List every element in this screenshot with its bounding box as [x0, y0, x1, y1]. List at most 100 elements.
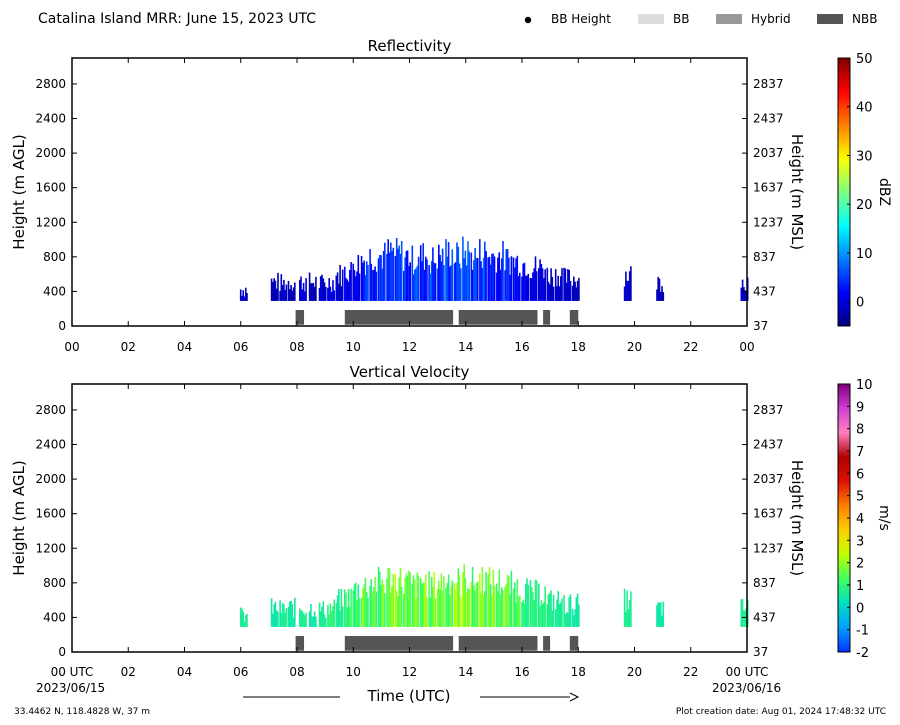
echo-stripe	[500, 587, 503, 627]
echo-stripe	[245, 615, 247, 627]
echo-stripe	[272, 281, 274, 301]
echo-stripe	[500, 258, 503, 301]
echo-stripe	[502, 590, 504, 627]
echo-stripe	[399, 567, 402, 627]
echo-stripe	[484, 241, 486, 301]
echo-stripe	[281, 602, 284, 627]
echo-stripe	[350, 588, 352, 627]
echo-stripe	[375, 591, 378, 627]
echo-stripe	[549, 593, 551, 627]
echo-stripe	[627, 280, 630, 301]
echo-stripe	[310, 283, 312, 301]
echo-stripe	[530, 278, 533, 301]
legend-label: Hybrid	[751, 12, 791, 26]
echo-stripe	[521, 602, 523, 627]
echo-stripe	[454, 262, 457, 301]
echo-stripe	[367, 597, 369, 627]
echo-stripe	[344, 266, 346, 301]
echo-stripe	[430, 576, 433, 627]
echo-stripe	[284, 612, 286, 627]
echo-stripe	[329, 603, 332, 627]
echo-stripe	[463, 258, 465, 301]
echo-stripe	[273, 604, 275, 627]
echo-stripe	[395, 238, 398, 301]
echo-stripe	[569, 280, 572, 301]
echo-stripe	[346, 279, 349, 301]
echo-stripe	[628, 600, 631, 627]
echo-stripe	[371, 591, 374, 627]
echo-stripe	[394, 574, 397, 627]
echo-stripe	[439, 255, 441, 301]
echo-stripe	[625, 271, 627, 301]
echo-stripe	[242, 290, 244, 301]
echo-stripe	[304, 291, 306, 301]
echo-stripe	[662, 601, 665, 627]
x-tick-label: 14	[458, 340, 473, 354]
echo-stripe	[392, 247, 395, 301]
echo-stripe	[489, 264, 492, 301]
echo-stripe	[527, 584, 530, 627]
echo-stripe	[573, 615, 575, 627]
echo-stripe	[411, 245, 414, 301]
echo-stripe	[508, 257, 510, 301]
echo-stripe	[458, 575, 461, 627]
y-tick-right-label: 37	[753, 645, 768, 659]
echo-stripe	[388, 568, 391, 627]
echo-stripe	[558, 286, 561, 301]
colorbar-tick-label: -1	[856, 624, 869, 639]
echo-stripe	[332, 606, 334, 627]
echo-stripe	[362, 588, 364, 627]
echo-stripe	[412, 575, 415, 627]
echo-stripe	[450, 586, 452, 627]
echo-stripe	[243, 296, 246, 301]
y-tick-label: 800	[43, 250, 66, 264]
echo-stripe	[464, 250, 467, 301]
echo-stripe	[391, 251, 393, 301]
echo-stripe	[575, 287, 578, 301]
echo-stripe	[373, 586, 375, 627]
echo-stripe	[395, 590, 398, 627]
echo-stripe	[744, 290, 746, 301]
echo-stripe	[554, 609, 557, 627]
echo-stripe	[493, 586, 496, 627]
echo-stripe	[471, 566, 474, 627]
echo-stripe	[412, 274, 415, 301]
echo-stripe	[567, 269, 569, 301]
echo-stripe	[543, 602, 545, 627]
echo-stripe	[515, 258, 517, 301]
bright-band-segment	[569, 636, 579, 651]
echo-stripe	[421, 584, 423, 627]
x-tick-label: 20	[627, 340, 642, 354]
y-tick-right-label: 1237	[753, 215, 784, 229]
y-tick-label: 2800	[35, 403, 66, 417]
echo-stripe	[319, 276, 322, 301]
echo-stripe	[290, 285, 292, 301]
echo-stripe	[329, 286, 332, 301]
echo-stripe	[510, 256, 513, 301]
echo-stripe	[532, 592, 534, 627]
bright-band-segment	[458, 636, 538, 651]
echo-stripe	[406, 250, 409, 301]
echo-stripe	[564, 268, 567, 301]
echo-stripe	[436, 268, 439, 301]
echo-stripe	[662, 292, 665, 301]
x-tick-label: 02	[121, 665, 136, 679]
echo-stripe	[432, 586, 434, 627]
echo-stripe	[397, 248, 399, 301]
echo-stripe	[573, 276, 575, 301]
echo-stripe	[369, 585, 371, 627]
echo-stripe	[546, 267, 549, 301]
x-tick-label: 00	[64, 340, 79, 354]
echo-stripe	[525, 275, 527, 301]
echo-stripe	[352, 590, 354, 627]
echo-stripe	[292, 287, 295, 301]
echo-stripe	[564, 613, 567, 627]
echo-stripe	[374, 577, 376, 627]
echo-stripe	[274, 601, 277, 627]
echo-stripe	[336, 272, 339, 301]
echo-stripe	[330, 292, 333, 301]
echo-stripe	[533, 600, 535, 627]
echo-stripe	[481, 268, 484, 301]
y-tick-label: 1200	[35, 215, 66, 229]
echo-stripe	[447, 242, 450, 301]
